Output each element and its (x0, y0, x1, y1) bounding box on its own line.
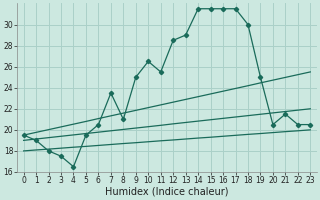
X-axis label: Humidex (Indice chaleur): Humidex (Indice chaleur) (105, 187, 229, 197)
